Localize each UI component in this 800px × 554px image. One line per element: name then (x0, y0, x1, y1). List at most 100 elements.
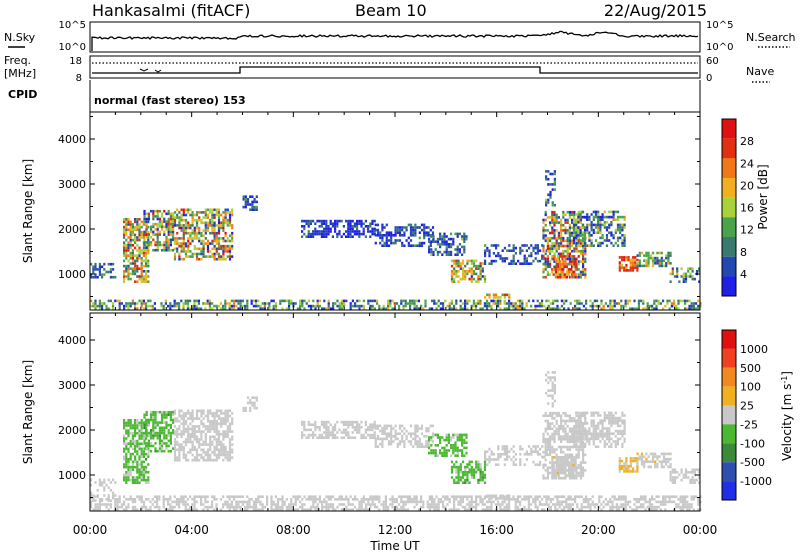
heatmap-cell (140, 236, 143, 239)
heatmap-cell (576, 299, 579, 303)
heatmap-cell (140, 231, 143, 234)
heatmap-cell (187, 425, 190, 428)
heatmap-cell (475, 259, 478, 263)
heatmap-cell (266, 302, 269, 305)
heatmap-cell (575, 221, 578, 224)
heatmap-cell (134, 429, 137, 432)
heatmap-cell (266, 498, 269, 501)
heatmap-cell (195, 414, 199, 418)
heatmap-cell (198, 430, 201, 433)
heatmap-cell (676, 275, 679, 278)
heatmap-cell (559, 265, 562, 269)
heatmap-cell (161, 418, 164, 422)
heatmap-cell (456, 454, 459, 457)
heatmap-cell (381, 234, 384, 237)
heatmap-cell (414, 442, 417, 446)
heatmap-cell (400, 302, 403, 305)
heatmap-cell (165, 220, 168, 223)
heatmap-cell (568, 255, 571, 258)
heatmap-cell (312, 230, 315, 233)
heatmap-cell (609, 304, 612, 308)
heatmap-cell (178, 443, 181, 446)
heatmap-cell (305, 428, 308, 432)
heatmap-cell (191, 498, 194, 501)
heatmap-cell (430, 438, 433, 442)
heatmap-cell (165, 423, 168, 427)
heatmap-cell (479, 463, 482, 466)
heatmap-cell (152, 215, 155, 218)
heatmap-cell (180, 216, 183, 219)
heatmap-cell (131, 465, 134, 469)
heatmap-cell (103, 268, 106, 271)
heatmap-cell (373, 299, 376, 303)
heatmap-cell (191, 419, 194, 423)
heatmap-cell (217, 257, 221, 261)
heatmap-cell (163, 442, 166, 445)
heatmap-cell (445, 235, 448, 238)
heatmap-cell (165, 212, 168, 216)
heatmap-cell (530, 508, 533, 511)
heatmap-cell (314, 505, 317, 509)
heatmap-cell (101, 265, 104, 269)
heatmap-cell (681, 498, 684, 501)
heatmap-cell (394, 234, 397, 237)
heatmap-cell (92, 496, 95, 500)
heatmap-cell (158, 449, 161, 453)
heatmap-cell (534, 495, 537, 498)
heatmap-cell (180, 237, 183, 240)
heatmap-cell (312, 505, 315, 509)
heatmap-cell (224, 422, 227, 426)
heatmap-cell (422, 505, 425, 509)
heatmap-cell (354, 302, 357, 305)
heatmap-cell (222, 451, 225, 454)
heatmap-cell (222, 448, 225, 452)
heatmap-cell (127, 476, 130, 479)
heatmap-cell (123, 254, 126, 257)
heatmap-cell (554, 273, 557, 276)
heatmap-cell (250, 302, 253, 305)
heatmap-cell (213, 252, 216, 256)
heatmap-cell (572, 270, 575, 274)
heatmap-cell (138, 228, 141, 231)
heatmap-cell (140, 302, 143, 305)
heatmap-cell (169, 423, 172, 427)
heatmap-cell (553, 172, 556, 176)
heatmap-cell (568, 234, 571, 237)
heatmap-cell (187, 440, 190, 444)
heatmap-cell (670, 500, 673, 504)
heatmap-cell (599, 241, 602, 245)
heatmap-cell (435, 503, 438, 506)
heatmap-cell (677, 307, 680, 310)
heatmap-cell (492, 296, 495, 299)
heatmap-cell (415, 503, 418, 506)
heatmap-cell (138, 471, 141, 474)
heatmap-cell (561, 257, 564, 261)
heatmap-cell (405, 228, 408, 232)
heatmap-cell (290, 503, 293, 506)
heatmap-cell (211, 224, 214, 227)
heatmap-cell (481, 478, 484, 482)
heatmap-cell (222, 307, 225, 310)
heatmap-cell (134, 432, 137, 435)
heatmap-cell (679, 508, 682, 511)
heatmap-cell (134, 455, 137, 458)
heatmap-cell (222, 257, 225, 261)
colorbar-frame (721, 118, 737, 297)
heatmap-cell (673, 275, 677, 278)
heatmap-cell (640, 495, 643, 498)
freq-tick-top: 18 (69, 56, 82, 67)
heatmap-cell (123, 225, 126, 229)
heatmap-cell (209, 231, 212, 235)
heatmap-cell (226, 505, 229, 509)
heatmap-cell (349, 503, 352, 506)
heatmap-cell (403, 244, 406, 247)
heatmap-cell (582, 265, 585, 269)
heatmap-cell (154, 233, 157, 236)
heatmap-cell (215, 250, 218, 253)
heatmap-cell (468, 503, 471, 506)
heatmap-cell (213, 229, 216, 232)
heatmap-cell (156, 230, 159, 234)
heatmap-cell (180, 435, 183, 439)
heatmap-cell (519, 246, 522, 250)
heatmap-cell (536, 299, 539, 303)
